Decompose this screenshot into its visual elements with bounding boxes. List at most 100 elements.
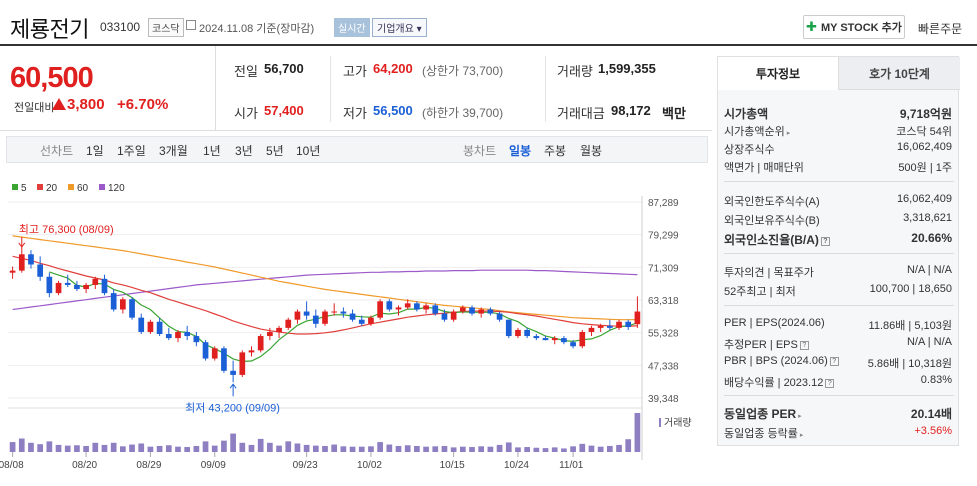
tab-investment-info[interactable]: 투자정보 <box>718 57 839 90</box>
candle-body <box>312 315 319 324</box>
y-tick-label: 39,348 <box>648 394 679 405</box>
market-cap-label: 시가총액 <box>724 107 769 121</box>
quick-order-link[interactable]: 빠른주문 <box>918 22 963 36</box>
series-ma60 <box>12 235 638 321</box>
corp-overview-label: 기업개요 <box>377 24 414 35</box>
volume-bar <box>92 442 99 452</box>
period-10y[interactable]: 10년 <box>296 144 321 158</box>
par-value: 500원 | 1주 <box>898 162 952 174</box>
chevron-down-icon: ▾ <box>416 24 422 35</box>
divider <box>330 56 331 122</box>
legend-swatch <box>68 184 74 190</box>
volume-bar <box>432 446 439 452</box>
period-1d[interactable]: 1일 <box>86 144 104 158</box>
chevron-right-icon[interactable]: ▸ <box>798 413 802 420</box>
volume-bar <box>358 446 365 452</box>
volume-bar <box>18 438 25 452</box>
up-triangle-icon <box>52 98 66 110</box>
legend-swatch <box>12 184 18 190</box>
volume-bar <box>542 448 549 452</box>
plus-icon: ✚ <box>806 19 817 34</box>
candle-body <box>64 282 71 285</box>
volume-bar <box>386 444 393 452</box>
candle-body <box>469 307 475 314</box>
series-ma20 <box>12 255 638 335</box>
div-label: 배당수익률 | 2023.12 <box>724 377 824 389</box>
est-per-value: N/A | N/A <box>906 336 952 348</box>
candle-body <box>110 293 117 310</box>
volume-bar <box>570 446 576 452</box>
volume-bar <box>414 445 420 452</box>
candle-daily[interactable]: 일봉 <box>509 144 532 158</box>
volume-bar <box>202 441 209 452</box>
candle-body <box>267 331 273 337</box>
calendar-icon <box>186 20 196 30</box>
help-icon[interactable]: ? <box>799 341 809 350</box>
stock-name: 제룡전기 <box>10 17 89 42</box>
volume-bar <box>634 413 641 452</box>
corp-overview-dropdown[interactable]: 기업개요 ▾ <box>372 18 427 37</box>
volume-bar <box>423 446 429 452</box>
volume-bar <box>285 441 292 452</box>
volume-bar <box>230 433 236 452</box>
volume-bar <box>349 446 356 452</box>
y-tick-label: 63,318 <box>648 296 679 307</box>
foreign-limit-label: 외국인한도주식수(A) <box>724 196 820 208</box>
volume-bar <box>377 442 383 452</box>
amount-value: 98,172 <box>611 103 651 118</box>
realtime-button[interactable]: 실시간 <box>334 18 370 37</box>
candle-weekly[interactable]: 주봉 <box>544 144 567 158</box>
lower-limit: (하한가 39,700) <box>422 106 504 120</box>
candle-chart-label: 봉차트 <box>463 144 497 158</box>
volume-bar <box>46 441 53 452</box>
tab-orderbook[interactable]: 호가 10단계 <box>839 57 960 90</box>
volume-bar <box>257 438 264 452</box>
industry-change-label: 동일업종 등락률 <box>724 428 798 440</box>
per-value: 11.86배 | 5,103원 <box>868 320 952 332</box>
upper-limit: (상한가 73,700) <box>422 64 504 78</box>
stock-header: 제룡전기 033100 코스닥 2024.11.08 기준(장마감) 실시간 기… <box>0 0 977 46</box>
quote-grid: 전일 56,700 고가 64,200 (상한가 73,700) 거래량 1,5… <box>217 46 709 130</box>
candle-body <box>478 309 485 314</box>
candle-body <box>377 301 383 318</box>
chevron-right-icon[interactable]: ▸ <box>799 432 804 439</box>
volume-bar <box>156 445 163 452</box>
add-mystock-button[interactable]: ✚ MY STOCK 추가 <box>803 15 905 39</box>
candle-body <box>83 284 89 290</box>
candle-body <box>55 282 62 294</box>
volume-bar <box>533 447 540 452</box>
period-1w[interactable]: 1주일 <box>117 144 146 158</box>
period-3y[interactable]: 3년 <box>235 144 253 158</box>
per-label: PER | EPS(2024.06) <box>724 317 825 329</box>
candle-body <box>221 348 227 371</box>
candle-monthly[interactable]: 월봉 <box>580 144 603 158</box>
volume-bar <box>55 444 62 452</box>
prev-label: 전일 <box>234 64 258 79</box>
period-1y[interactable]: 1년 <box>203 144 221 158</box>
candle-body <box>138 317 145 332</box>
foreign-hold-value: 3,318,621 <box>903 212 952 224</box>
volume-bar <box>248 444 255 452</box>
divider <box>724 181 954 182</box>
candle-body <box>120 299 126 310</box>
legend-label: 20 <box>46 183 58 194</box>
help-icon[interactable]: ? <box>825 379 835 388</box>
candle-body <box>340 311 347 314</box>
period-5y[interactable]: 5년 <box>266 144 284 158</box>
pbr-value: 5.86배 | 10,318원 <box>867 358 952 370</box>
amount-unit: 백만 <box>662 106 686 121</box>
candle-body <box>276 327 282 332</box>
candle-body <box>193 336 200 343</box>
date-info: 2024.11.08 기준(장마감) <box>199 23 315 35</box>
chevron-right-icon[interactable]: ▸ <box>786 130 791 137</box>
volume-bar <box>487 446 494 452</box>
help-icon[interactable]: ? <box>829 357 839 366</box>
help-icon[interactable]: ? <box>820 237 830 246</box>
y-tick-label: 55,328 <box>648 329 679 340</box>
candle-body <box>74 284 80 290</box>
price-chart[interactable]: 5 20 60 120 87,289 79,299 71,309 63,318 55,328 47… <box>0 168 712 486</box>
industry-per-value: 20.14배 <box>910 407 952 421</box>
x-tick-label: 08/20 <box>72 460 97 471</box>
volume-bar <box>83 445 89 452</box>
period-3m[interactable]: 3개월 <box>159 144 188 158</box>
